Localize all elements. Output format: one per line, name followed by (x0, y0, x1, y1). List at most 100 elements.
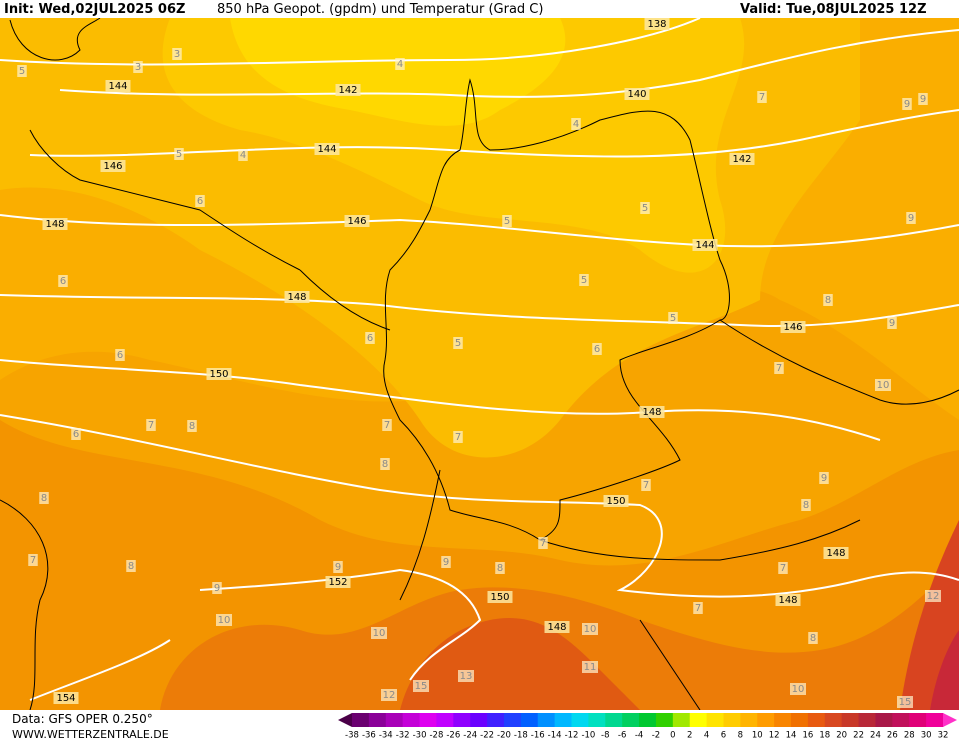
geopotential-label: 142 (338, 85, 357, 96)
valid-time: Valid: Tue,08JUL2025 12Z (740, 2, 927, 17)
scale-box (892, 713, 910, 727)
label-box (668, 312, 678, 324)
scale-box (655, 713, 674, 727)
label-box (644, 18, 670, 30)
data-source: Data: GFS OPER 0.250° (12, 712, 153, 726)
label-box (582, 661, 598, 673)
scale-arrow (943, 713, 957, 727)
label-box (897, 696, 913, 708)
temperature-label: 6 (60, 276, 66, 287)
scale-tick-label: 2 (687, 731, 692, 741)
scale-tick-label: 4 (704, 731, 709, 741)
scale-box (791, 713, 809, 727)
geopotential-label: 142 (732, 154, 751, 165)
temperature-label: 5 (455, 338, 461, 349)
label-box (413, 680, 429, 692)
scale-box (858, 713, 876, 727)
temperature-label: 10 (584, 624, 597, 635)
label-box (808, 632, 818, 644)
label-box (365, 332, 375, 344)
label-box (693, 602, 703, 614)
temperature-label: 9 (335, 562, 341, 573)
scale-tick-label: 8 (738, 731, 743, 741)
label-box (458, 670, 474, 682)
label-box (819, 472, 829, 484)
geopotential-label: 138 (647, 19, 666, 30)
label-box (453, 431, 463, 443)
temperature-label: 4 (397, 59, 403, 70)
label-box (925, 590, 941, 602)
scale-box (554, 713, 573, 727)
temperature-label: 11 (584, 662, 597, 673)
label-box (216, 614, 232, 626)
label-box (100, 160, 126, 172)
label-box (382, 419, 392, 431)
temperature-label: 10 (218, 615, 231, 626)
temperature-label: 7 (695, 603, 701, 614)
scale-box (807, 713, 826, 727)
scale-box (622, 713, 640, 727)
scale-box (419, 713, 437, 727)
label-box (335, 84, 361, 96)
label-box (395, 58, 405, 70)
scale-box (436, 713, 454, 727)
label-box (28, 554, 38, 566)
scale-tick-label: 6 (721, 731, 726, 741)
geopotential-label: 148 (826, 548, 845, 559)
scale-tick-label: -24 (463, 731, 477, 741)
scale-box (774, 713, 792, 727)
temperature-label: 8 (810, 633, 816, 644)
label-box (639, 406, 665, 418)
scale-tick-label: -22 (480, 731, 494, 741)
label-box (238, 149, 248, 161)
temperature-label: 12 (927, 591, 940, 602)
scale-box (352, 713, 370, 727)
scale-box (571, 713, 589, 727)
temperature-label: 10 (792, 684, 805, 695)
label-box (495, 562, 505, 574)
temperature-label: 8 (825, 295, 831, 306)
temperature-label: 15 (899, 697, 912, 708)
scale-tick-label: -14 (548, 731, 562, 741)
scale-tick-label: -38 (345, 731, 359, 741)
temperature-label: 5 (581, 275, 587, 286)
scale-tick-label: 10 (752, 731, 763, 741)
label-box (146, 419, 156, 431)
label-box (344, 215, 370, 227)
scale-tick-label: 14 (786, 731, 797, 741)
geopotential-label: 148 (45, 219, 64, 230)
scale-box (926, 713, 944, 727)
scale-box (368, 713, 387, 727)
label-box (778, 562, 788, 574)
label-box (380, 458, 390, 470)
scale-box (588, 713, 606, 727)
label-box (538, 537, 548, 549)
geopotential-labels: 1381401421421441441441461461461481481481… (42, 18, 849, 704)
label-box (582, 623, 598, 635)
temperature-label: 4 (240, 150, 246, 161)
temperature-label: 13 (460, 671, 473, 682)
temperature-label: 5 (19, 66, 25, 77)
scale-box (520, 713, 539, 727)
temperature-label: 7 (30, 555, 36, 566)
scale-box (453, 713, 471, 727)
label-box (212, 582, 222, 594)
scale-tick-label: -20 (497, 731, 511, 741)
temperature-label: 6 (73, 429, 79, 440)
scale-box (757, 713, 775, 727)
temperature-label: 9 (920, 94, 926, 105)
geopotential-label: 148 (778, 595, 797, 606)
scale-tick-label: -26 (446, 731, 460, 741)
color-scale: -38 -36 -34 -32 -30 -28 -26 -24 -22 -20 -18 -16 -14-… (338, 713, 957, 741)
scale-tick-label: 24 (870, 731, 881, 741)
scale-box (639, 713, 657, 727)
label-box (775, 594, 801, 606)
label-box (325, 576, 351, 588)
scale-box (706, 713, 724, 727)
temperature-label: 8 (189, 421, 195, 432)
scale-tick-label: -2 (652, 731, 660, 741)
scale-tick-label: -6 (618, 731, 626, 741)
scale-tick-label: 12 (769, 731, 780, 741)
geopotential-label: 144 (317, 144, 336, 155)
